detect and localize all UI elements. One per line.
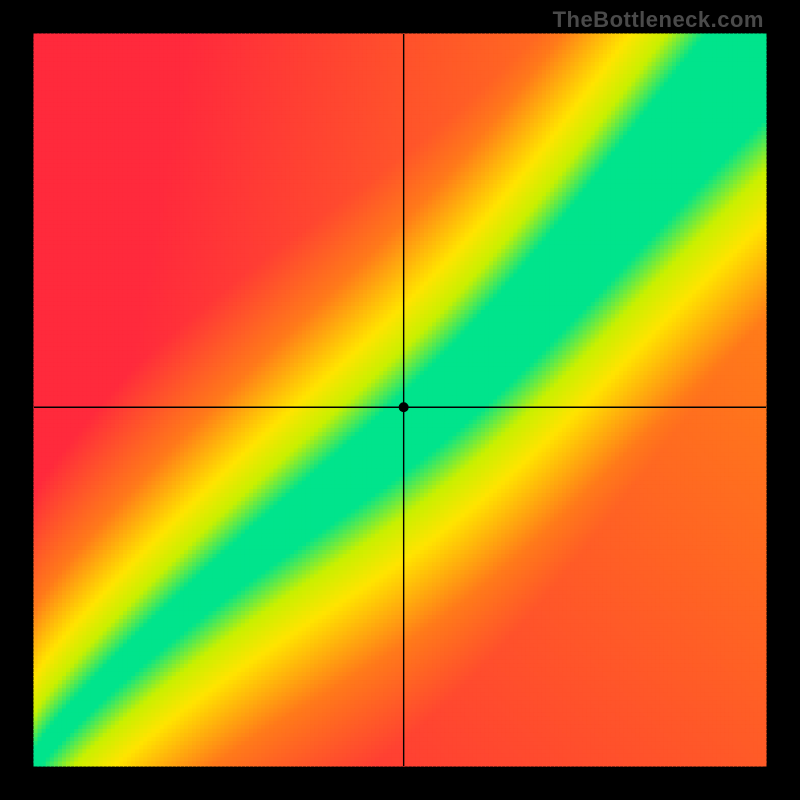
bottleneck-heatmap-canvas [0, 0, 800, 800]
watermark-label: TheBottleneck.com [553, 7, 764, 33]
chart-stage: TheBottleneck.com [0, 0, 800, 800]
